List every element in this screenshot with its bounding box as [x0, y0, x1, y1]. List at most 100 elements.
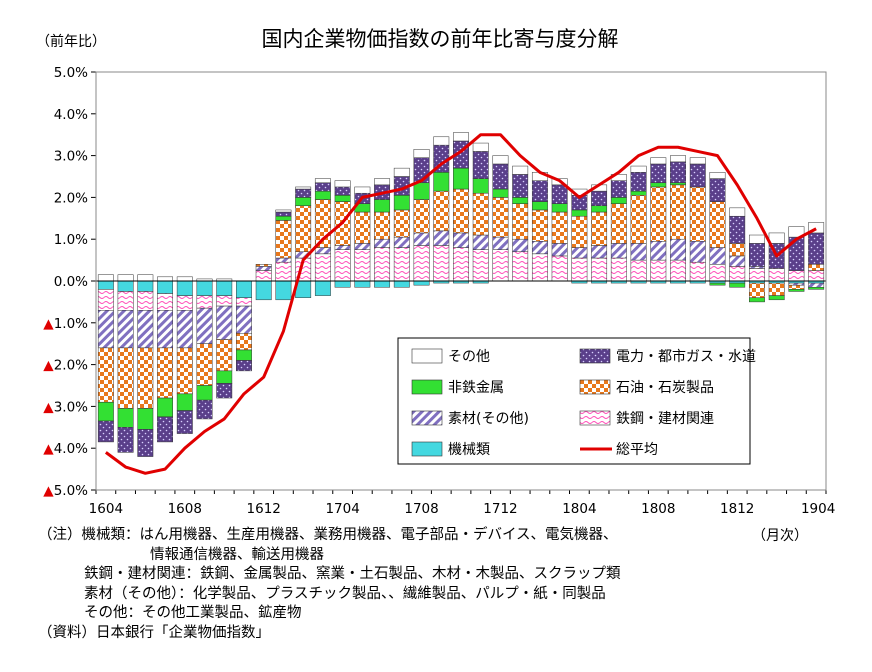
bar-segment — [670, 259, 686, 282]
bar-segment — [295, 186, 312, 190]
bar-segment — [571, 257, 588, 282]
bar-segment — [275, 209, 292, 213]
y-tick-label: ▲3.0% — [43, 399, 88, 415]
bar-segment — [216, 295, 233, 307]
bar-segment — [453, 247, 469, 282]
x-axis-ticks: 1604 1608 1612 1704 1708 1712 1804 1808 1812 1904 — [89, 490, 835, 517]
bar-segment — [137, 310, 154, 349]
bar-segment — [354, 211, 371, 244]
bar-segment — [255, 270, 272, 282]
bar-segment — [808, 282, 825, 288]
bar-segment — [531, 180, 548, 202]
bar-segment — [512, 197, 529, 204]
bar-segment — [472, 178, 489, 194]
bar-segment — [492, 188, 509, 198]
y-tick-label: ▲5.0% — [43, 483, 88, 499]
bar-segment — [808, 232, 825, 265]
bar-segment — [393, 236, 410, 248]
bar-segment — [650, 259, 667, 282]
bar-segment — [433, 245, 450, 282]
bar-segment — [591, 257, 608, 282]
y-tick-label: ▲1.0% — [43, 316, 88, 332]
bar-segment — [314, 190, 331, 200]
bar-segment — [788, 289, 805, 292]
legend-label: 電力・都市ガス・水道 — [616, 348, 756, 365]
bar-segment — [808, 222, 825, 234]
bar-segment — [295, 188, 312, 198]
bar-segment — [393, 195, 410, 211]
y-tick-label: 2.0% — [54, 190, 88, 206]
bar-segment — [551, 184, 568, 204]
x-tick-label: 1804 — [562, 501, 596, 517]
bar-segment — [571, 209, 588, 217]
bar-segment — [137, 429, 154, 457]
bar-segment — [709, 172, 726, 179]
bar-segment — [374, 247, 391, 282]
bar-segment — [314, 182, 331, 192]
bar-segment — [630, 172, 647, 192]
bar-segment — [709, 282, 726, 286]
bar-segment — [650, 163, 667, 184]
total-average-line — [104, 133, 817, 475]
legend-swatch — [579, 348, 611, 364]
legend-swatch — [411, 441, 443, 457]
bar-segment — [117, 280, 134, 292]
bar-segment — [354, 249, 371, 282]
bar-segment — [334, 195, 351, 202]
bar-segment — [176, 347, 193, 395]
bar-segment — [334, 245, 351, 250]
bar-segment — [97, 274, 114, 282]
legend-label: 石油・石炭製品 — [616, 380, 714, 396]
bar-segment — [551, 211, 568, 244]
y-tick-label: ▲2.0% — [43, 358, 88, 374]
bar-segment — [453, 167, 469, 190]
x-tick-label: 1612 — [247, 501, 281, 517]
bar-segment — [610, 197, 627, 204]
footnotes: （注）機械類：はん用機器、生産用機器、業務用機器、電子部品・デバイス、電気機器、… — [38, 526, 621, 643]
bar-segment — [97, 347, 114, 403]
bar-segment — [689, 186, 706, 242]
bar-segment — [670, 155, 686, 163]
bar-segment — [97, 310, 114, 349]
note-line-1b: 情報通信機器、輸送用機器 — [150, 546, 324, 563]
bar-segment — [749, 297, 765, 303]
y-tick-label: ▲4.0% — [43, 441, 88, 457]
note-line-5: （資料）日本銀行「企業物価指数」 — [38, 624, 270, 641]
bar-segment — [354, 243, 371, 250]
y-tick-label: 4.0% — [54, 107, 88, 123]
bar-segment — [512, 238, 529, 252]
x-tick-label: 1708 — [404, 501, 438, 517]
bar-segment — [157, 397, 173, 418]
bar-segment — [630, 165, 647, 173]
bar-segment — [650, 157, 667, 165]
bar-segment — [97, 401, 114, 422]
note-line-3: 素材（その他）：化学製品、プラスチック製品、、繊維製品、パルプ・紙・同製品 — [84, 585, 606, 602]
bar-segment — [117, 408, 134, 428]
note-line-4: その他：その他工業製品、鉱産物 — [84, 605, 302, 621]
bar-segment — [236, 297, 252, 307]
bar-segment — [512, 203, 529, 240]
legend-swatch — [411, 348, 443, 364]
bar-segment — [591, 245, 608, 259]
x-axis-unit-label: （月次） — [752, 528, 808, 544]
bar-segment — [670, 161, 686, 184]
legend-swatch — [411, 410, 443, 426]
bar-segment — [216, 370, 233, 384]
bar-segment — [689, 261, 706, 282]
bar-segment — [393, 167, 410, 177]
bar-segment — [295, 205, 312, 252]
bar-segment — [531, 201, 548, 211]
bar-segment — [650, 186, 667, 242]
x-tick-label: 1904 — [801, 501, 835, 517]
bar-segment — [196, 343, 213, 386]
bar-segment — [334, 280, 351, 288]
bar-segment — [97, 420, 114, 443]
bar-segment — [808, 270, 825, 282]
bar-segment — [453, 132, 469, 142]
bar-segment — [729, 255, 746, 267]
bar-segment — [551, 255, 568, 282]
bar-segment — [591, 205, 608, 213]
bar-segment — [97, 280, 114, 290]
bar-segment — [749, 243, 765, 267]
